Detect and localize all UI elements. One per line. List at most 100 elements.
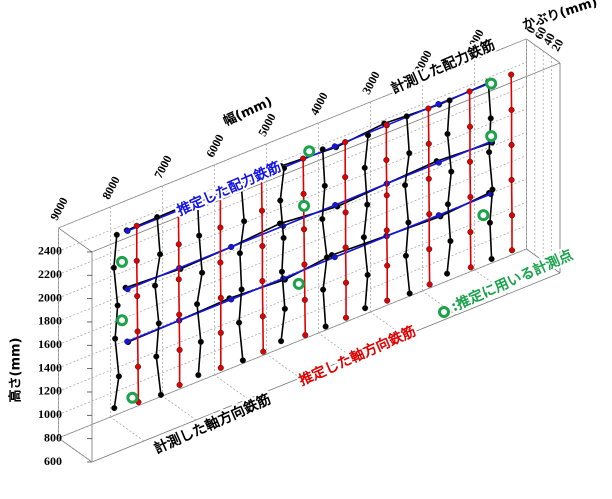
rebar-point: [260, 314, 266, 320]
rebar-point: [436, 160, 442, 166]
x-tick-label: 6000: [203, 132, 227, 160]
x-tick-label: 3000: [359, 69, 383, 97]
rebar-point: [342, 139, 348, 145]
rebar-point: [384, 122, 390, 128]
grid-line: [110, 417, 144, 441]
rebar-point: [196, 372, 202, 378]
legend-marker: [440, 308, 449, 317]
measure-point: [487, 79, 496, 88]
rebar-point: [447, 98, 453, 104]
rebar-point: [115, 303, 121, 309]
rebar-point: [111, 405, 117, 411]
rebar-point: [158, 392, 164, 398]
rebar-line: [239, 184, 244, 360]
rebar-point: [282, 306, 288, 312]
rebar-point: [468, 194, 474, 200]
rebar-point: [436, 101, 442, 107]
rebar-point: [509, 247, 515, 253]
rebar-point: [489, 256, 495, 262]
rebar-point: [300, 156, 306, 162]
rebar-point: [509, 142, 515, 148]
rebar-point: [135, 364, 141, 370]
measure-point: [294, 279, 303, 288]
rebar-point: [157, 251, 163, 257]
legend-label: 推定した軸方向鉄筋: [296, 323, 418, 390]
rebar-point: [467, 89, 473, 95]
rebar-point: [426, 176, 432, 182]
rebar-point: [278, 338, 284, 344]
rebar-point: [332, 202, 338, 208]
legend-label: :推定に用いる計測点: [448, 246, 575, 315]
rebar-point: [343, 210, 349, 216]
rebar-point: [490, 187, 496, 193]
legend-label: 推定した配力鉄筋: [174, 158, 283, 219]
measure-point: [487, 132, 496, 141]
rebar-point: [134, 258, 140, 264]
z-axis-label: 高さ(mm): [8, 338, 24, 403]
rebar-point: [365, 272, 371, 278]
rebar-point: [448, 238, 454, 244]
rebar-line: [262, 175, 264, 351]
rebar-point: [426, 211, 432, 217]
rebar-point: [407, 291, 413, 297]
rebar-point: [361, 234, 367, 240]
measure-point: [479, 211, 488, 220]
rebar-point: [509, 107, 515, 113]
rebar-point: [302, 332, 308, 338]
measure-point: [118, 257, 127, 266]
legend-label: 計測した配力鉄筋: [388, 36, 497, 97]
rebar-point: [198, 339, 204, 345]
rebar-point: [508, 72, 514, 78]
rebar-point: [343, 315, 349, 321]
rebar-point: [362, 165, 368, 171]
rebar-point: [301, 191, 307, 197]
rebar-point: [241, 218, 247, 224]
rebar-point: [487, 220, 493, 226]
rebar-point: [384, 228, 390, 234]
rebar-point: [281, 165, 287, 171]
rebar-line: [137, 226, 139, 402]
grid-line: [58, 156, 526, 345]
measure-point: [300, 201, 309, 210]
rebar-point: [156, 321, 162, 327]
rebar-point: [324, 255, 330, 261]
x-tick-label: 9000: [47, 195, 71, 223]
rebar-line: [303, 159, 305, 336]
rebar-point: [218, 295, 224, 301]
rebar-point: [194, 301, 200, 307]
rebar-point: [116, 374, 122, 380]
rebar-point: [403, 253, 409, 259]
rebar-point: [260, 278, 266, 284]
rebar-point: [343, 280, 349, 286]
grid-line: [58, 132, 526, 321]
rebar-point: [240, 358, 246, 364]
x-tick-label: 4000: [307, 90, 331, 118]
rebar-point: [332, 254, 338, 260]
rebar-point: [320, 147, 326, 153]
rebar-point: [277, 198, 283, 204]
rebar-point: [468, 265, 474, 271]
rebar-point: [486, 149, 492, 155]
rebar-point: [259, 208, 265, 214]
rebar-point: [509, 177, 515, 183]
rebar-point: [426, 246, 432, 252]
grid-line: [214, 375, 248, 399]
rebar-point: [445, 131, 451, 137]
rebar-point: [154, 354, 160, 360]
rebar-point: [152, 283, 158, 289]
z-tick-label: 800: [44, 430, 62, 444]
grid-line: [162, 396, 196, 420]
rebar-point: [260, 349, 266, 355]
rebar-point: [319, 216, 325, 222]
measure-point: [128, 393, 137, 402]
rebar-point: [343, 245, 349, 251]
rebar-point: [176, 242, 182, 248]
rebar-point: [134, 293, 140, 299]
rebar-point: [124, 339, 130, 345]
legend-label: 計測した軸方向鉄筋: [151, 391, 273, 458]
rebar-point: [125, 228, 131, 234]
axis-box: [58, 228, 92, 252]
rebar-point: [488, 116, 494, 122]
rebar-line: [488, 82, 492, 259]
